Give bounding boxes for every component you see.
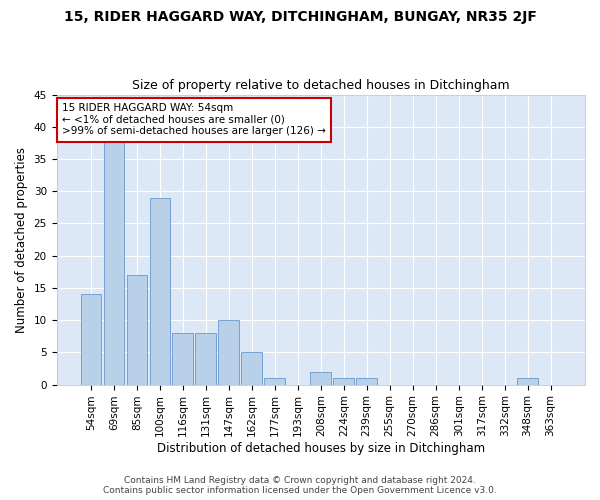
Bar [310, 372, 331, 384]
Text: 15, RIDER HAGGARD WAY, DITCHINGHAM, BUNGAY, NR35 2JF: 15, RIDER HAGGARD WAY, DITCHINGHAM, BUNG… [64, 10, 536, 24]
Y-axis label: Number of detached properties: Number of detached properties [15, 146, 28, 332]
Bar [265, 378, 285, 384]
Bar [356, 378, 377, 384]
Bar [80, 294, 101, 384]
Bar [149, 198, 170, 384]
Text: 15 RIDER HAGGARD WAY: 54sqm
← <1% of detached houses are smaller (0)
>99% of sem: 15 RIDER HAGGARD WAY: 54sqm ← <1% of det… [62, 104, 326, 136]
Bar [196, 333, 216, 384]
Bar [517, 378, 538, 384]
Bar [334, 378, 354, 384]
Bar [241, 352, 262, 384]
Bar [172, 333, 193, 384]
Bar [218, 320, 239, 384]
Text: Contains HM Land Registry data © Crown copyright and database right 2024.
Contai: Contains HM Land Registry data © Crown c… [103, 476, 497, 495]
X-axis label: Distribution of detached houses by size in Ditchingham: Distribution of detached houses by size … [157, 442, 485, 455]
Bar [127, 275, 147, 384]
Title: Size of property relative to detached houses in Ditchingham: Size of property relative to detached ho… [132, 79, 509, 92]
Bar [104, 140, 124, 384]
